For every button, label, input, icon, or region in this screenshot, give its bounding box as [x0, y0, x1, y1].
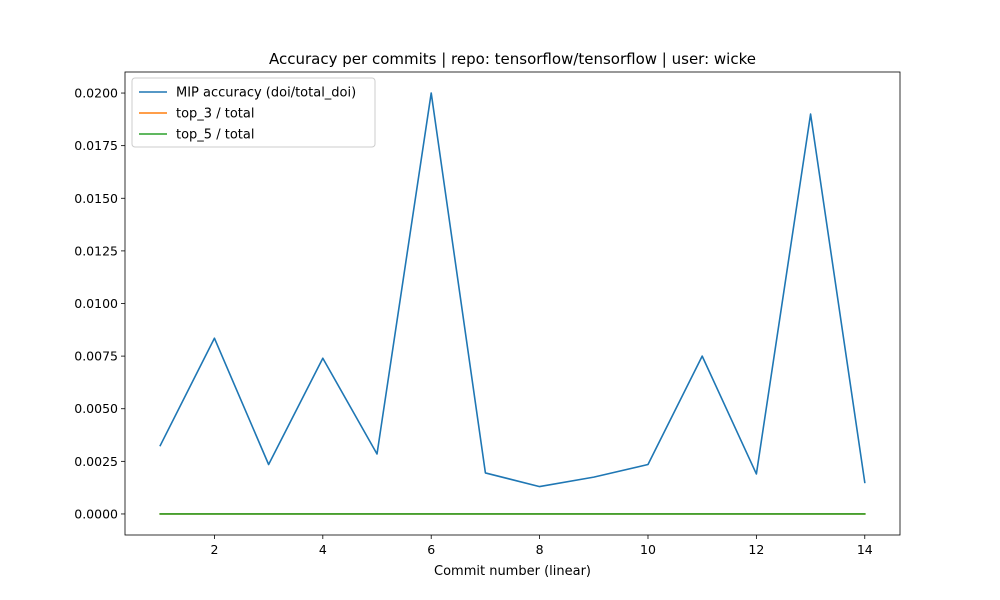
- legend-label: top_5 / total: [176, 128, 254, 143]
- x-tick-label: 2: [210, 542, 218, 557]
- y-tick-label: 0.0025: [74, 454, 118, 469]
- x-tick-label: 10: [640, 542, 656, 557]
- x-tick-label: 14: [857, 542, 873, 557]
- y-tick-label: 0.0200: [74, 86, 118, 101]
- x-tick-label: 6: [427, 542, 435, 557]
- legend-box: [131, 77, 376, 148]
- series-line-1: [159, 92, 866, 488]
- plot-area: 2 4 6 8 10 12 14 0.0000 0.0025 0.0050 0.0075 0.0100…: [74, 71, 901, 557]
- y-tick-label: 0.0150: [74, 191, 118, 206]
- legend-label: top_3 / total: [176, 107, 254, 122]
- y-tick-label: 0.0075: [74, 349, 118, 364]
- y-tick-label: 0.0050: [74, 401, 118, 416]
- y-tick-label: 0.0125: [74, 243, 118, 258]
- x-tick-label: 4: [319, 542, 327, 557]
- y-tick-label: 0.0000: [74, 506, 118, 521]
- x-tick-label: 8: [536, 542, 544, 557]
- y-tick-label: 0.0100: [74, 296, 118, 311]
- y-tick-label: 0.0175: [74, 138, 118, 153]
- x-axis-label: Commit number (linear): [434, 564, 591, 579]
- legend-label: MIP accuracy (doi/total_doi): [176, 86, 356, 101]
- x-tick-label: 12: [748, 542, 764, 557]
- chart-title: Accuracy per commits | repo: tensorflow/…: [269, 50, 756, 68]
- legend: MIP accuracy (doi/total_doi) top_3 / tota…: [131, 77, 376, 148]
